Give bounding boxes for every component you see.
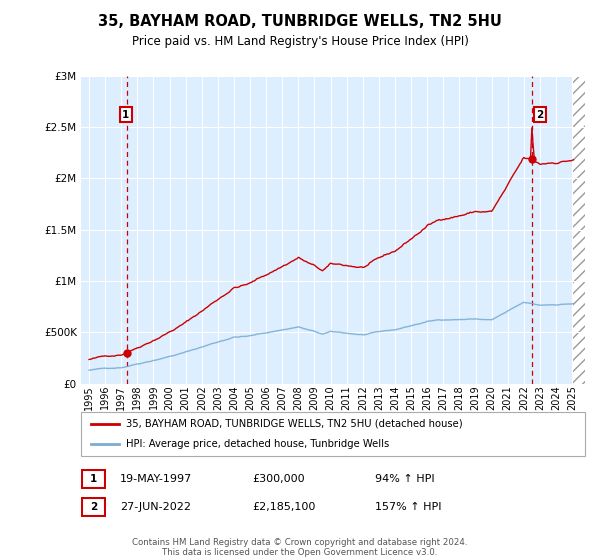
Text: 1: 1 <box>90 474 97 484</box>
Text: 2: 2 <box>90 502 97 512</box>
Bar <box>572 76 585 384</box>
Text: Price paid vs. HM Land Registry's House Price Index (HPI): Price paid vs. HM Land Registry's House … <box>131 35 469 48</box>
Text: 19-MAY-1997: 19-MAY-1997 <box>120 474 192 484</box>
Text: 94% ↑ HPI: 94% ↑ HPI <box>375 474 434 484</box>
Text: Contains HM Land Registry data © Crown copyright and database right 2024.
This d: Contains HM Land Registry data © Crown c… <box>132 538 468 557</box>
Text: £2,185,100: £2,185,100 <box>252 502 316 512</box>
Text: £300,000: £300,000 <box>252 474 305 484</box>
Text: 35, BAYHAM ROAD, TUNBRIDGE WELLS, TN2 5HU (detached house): 35, BAYHAM ROAD, TUNBRIDGE WELLS, TN2 5H… <box>127 419 463 429</box>
Text: 2: 2 <box>536 110 544 120</box>
Text: 1: 1 <box>122 110 130 120</box>
Text: 157% ↑ HPI: 157% ↑ HPI <box>375 502 442 512</box>
Text: 35, BAYHAM ROAD, TUNBRIDGE WELLS, TN2 5HU: 35, BAYHAM ROAD, TUNBRIDGE WELLS, TN2 5H… <box>98 14 502 29</box>
Text: 27-JUN-2022: 27-JUN-2022 <box>120 502 191 512</box>
Text: HPI: Average price, detached house, Tunbridge Wells: HPI: Average price, detached house, Tunb… <box>127 439 389 449</box>
